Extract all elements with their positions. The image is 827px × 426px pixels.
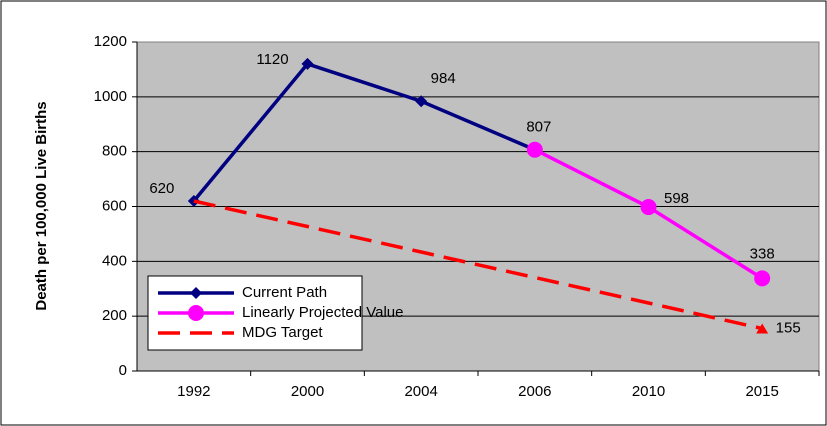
legend-label: Current Path [242,284,327,301]
x-tick-label: 2006 [518,383,551,400]
marker [756,323,769,334]
marker [754,270,771,287]
legend-label: MDG Target [242,324,323,341]
x-tick-label: 2010 [632,383,665,400]
data-label: 598 [664,190,689,207]
x-tick-label: 2000 [291,383,324,400]
y-tick-label: 400 [102,252,127,269]
data-label: 338 [750,245,775,262]
y-tick-label: 0 [119,362,127,379]
marker [640,199,657,216]
marker [301,57,314,70]
data-label: 155 [776,319,801,336]
data-label: 620 [149,180,174,197]
data-label: 984 [431,70,456,87]
y-tick-label: 600 [102,197,127,214]
legend-marker [188,305,204,321]
data-label: 1120 [256,51,288,68]
x-tick-label: 2004 [404,383,437,400]
x-tick-label: 1992 [177,383,210,400]
y-tick-label: 800 [102,143,127,160]
series-line [192,61,536,203]
legend-marker [190,287,202,299]
y-tick-label: 1200 [94,33,127,50]
y-tick-label: 1000 [94,88,127,105]
y-axis-title: Death per 100,000 Live Births [33,101,50,310]
data-label: 807 [526,119,551,136]
legend-label: Linearly Projected Value [242,304,403,321]
y-tick-label: 200 [102,307,127,324]
marker [526,141,543,158]
series-line [193,199,763,331]
x-tick-label: 2015 [745,383,778,400]
marker [415,95,428,108]
